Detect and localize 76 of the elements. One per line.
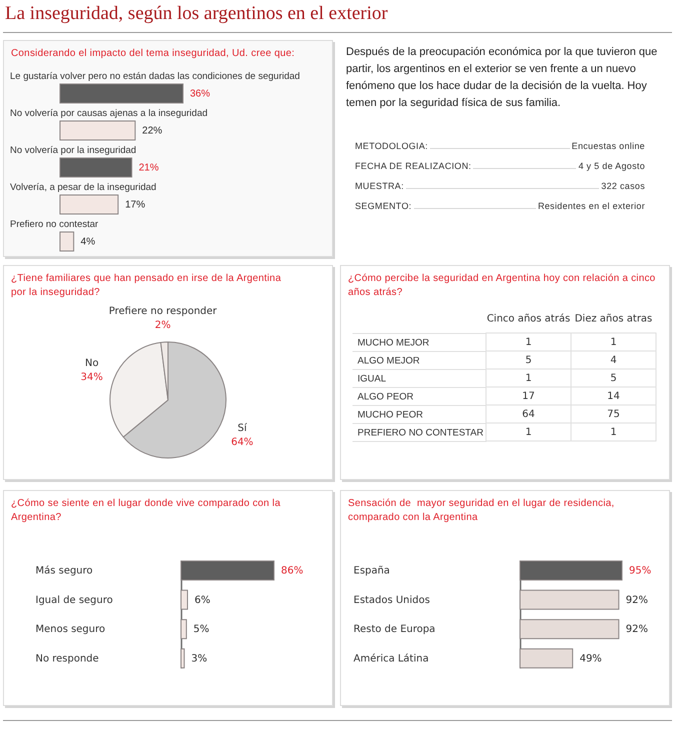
data-label: 92%	[626, 594, 648, 606]
bar	[60, 232, 74, 252]
y-tick-label: No volvería por causas ajenas a la inseguridad	[10, 108, 208, 119]
y-tick-label: ALGO PEOR	[358, 392, 414, 402]
data-label: 4%	[80, 236, 96, 248]
data-label: 1	[525, 427, 532, 438]
data-label: 5	[610, 373, 617, 384]
data-label: 64	[522, 409, 535, 420]
text: FECHA DE REALIZACION:	[355, 161, 472, 171]
y-tick-label: IGUAL	[358, 374, 386, 384]
y-tick-label: España	[354, 566, 390, 576]
y-tick-label: Estados Unidos	[354, 594, 430, 606]
data-label: 3%	[191, 653, 208, 664]
chart-title: Sensación de mayor seguridad en el lugar de residencia, comparado con la Argentina	[348, 497, 616, 525]
data-label: 49%	[580, 653, 602, 664]
bar	[180, 560, 274, 580]
data-label: 22%	[142, 126, 162, 136]
data-label: 21%	[138, 162, 159, 174]
y-tick-label: América Látina	[354, 653, 429, 664]
y-tick-label: Más seguro	[36, 566, 93, 576]
slice-label: Prefiere no responder	[108, 306, 218, 318]
y-tick-label: Le gustaría volver pero no están dadas las condiciones de seguridad	[10, 71, 300, 82]
data-label: 1	[610, 337, 617, 348]
chart-title: ¿Tiene familiares que han pensado en irse de la Argentina por la inseguridad?	[11, 272, 282, 300]
y-tick-label: Prefiero no contestar	[10, 219, 98, 230]
y-tick-label: ALGO MEJOR	[358, 356, 420, 366]
data-label: 5	[525, 355, 532, 366]
bar	[180, 648, 185, 668]
data-label: 1	[525, 337, 532, 348]
data-label: 6%	[194, 594, 210, 606]
data-label: 1	[525, 373, 532, 384]
data-label: 5%	[193, 624, 210, 636]
data-label: 36%	[190, 88, 210, 100]
y-tick-label: Menos seguro	[36, 624, 106, 636]
chart-title: Considerando el impacto del tema inseguridad, Ud. cree que:	[11, 47, 296, 61]
bar	[180, 619, 187, 640]
y-tick-label: Resto de Europa	[354, 624, 436, 636]
text: MUESTRA:	[355, 181, 404, 191]
data-label: 75	[607, 409, 620, 420]
chart-title: ¿Cómo se siente en el lugar donde vive comparado con la Argentina?	[11, 497, 282, 525]
data-label: 1	[610, 427, 617, 438]
y-tick-label: Igual de seguro	[36, 594, 113, 606]
text: 4 y 5 de Agosto	[578, 161, 645, 171]
text: Después de la preocupación económica por la que tuvieron que partir, los argentinos en el exterior se ven frente a un nuevo fenómeno que los hace dudar de la decisión de la vuelta. Hoy temen por la seguridad física de sus familia.	[346, 45, 658, 111]
y-tick-label: Volvería, a pesar de la inseguridad	[10, 182, 156, 193]
bar	[180, 590, 188, 610]
bar	[60, 84, 184, 104]
x-tick-label: Diez años atras	[574, 314, 652, 324]
y-tick-label: PREFIERO NO CONTESTAR	[358, 428, 484, 438]
data-label: 4	[610, 355, 617, 366]
y-tick-label: MUCHO MEJOR	[358, 338, 430, 348]
bar	[60, 158, 132, 178]
text: METODOLOGIA:	[355, 141, 428, 151]
y-tick-label: No volvería por la inseguridad	[10, 145, 136, 156]
bar	[60, 120, 136, 140]
data-label: 95%	[628, 566, 652, 576]
y-tick-label: MUCHO PEOR	[358, 410, 424, 420]
data-label: 86%	[280, 566, 304, 576]
data-label: 64%	[231, 436, 254, 448]
data-label: 34%	[80, 372, 103, 383]
text: Encuestas online	[572, 141, 645, 151]
text: SEGMENTO:	[355, 201, 412, 211]
text: Residentes en el exterior	[538, 201, 645, 211]
data-label: 2%	[154, 320, 171, 332]
text: La inseguridad, según los argentinos en el exterior	[5, 3, 388, 25]
x-tick-label: Cinco años atrás	[486, 314, 570, 324]
data-label: 17	[522, 391, 535, 402]
chart-title: ¿Cómo percibe la seguridad en Argentina hoy con relación a cinco años atrás?	[348, 272, 656, 300]
slice-label: Sí	[238, 422, 248, 434]
slice-label: No	[84, 358, 99, 369]
data-label: 92%	[626, 624, 648, 636]
text: 322 casos	[601, 181, 645, 191]
y-tick-label: No responde	[36, 653, 99, 664]
data-label: 17%	[125, 200, 146, 210]
data-label: 14	[607, 391, 620, 402]
bar	[60, 194, 119, 214]
